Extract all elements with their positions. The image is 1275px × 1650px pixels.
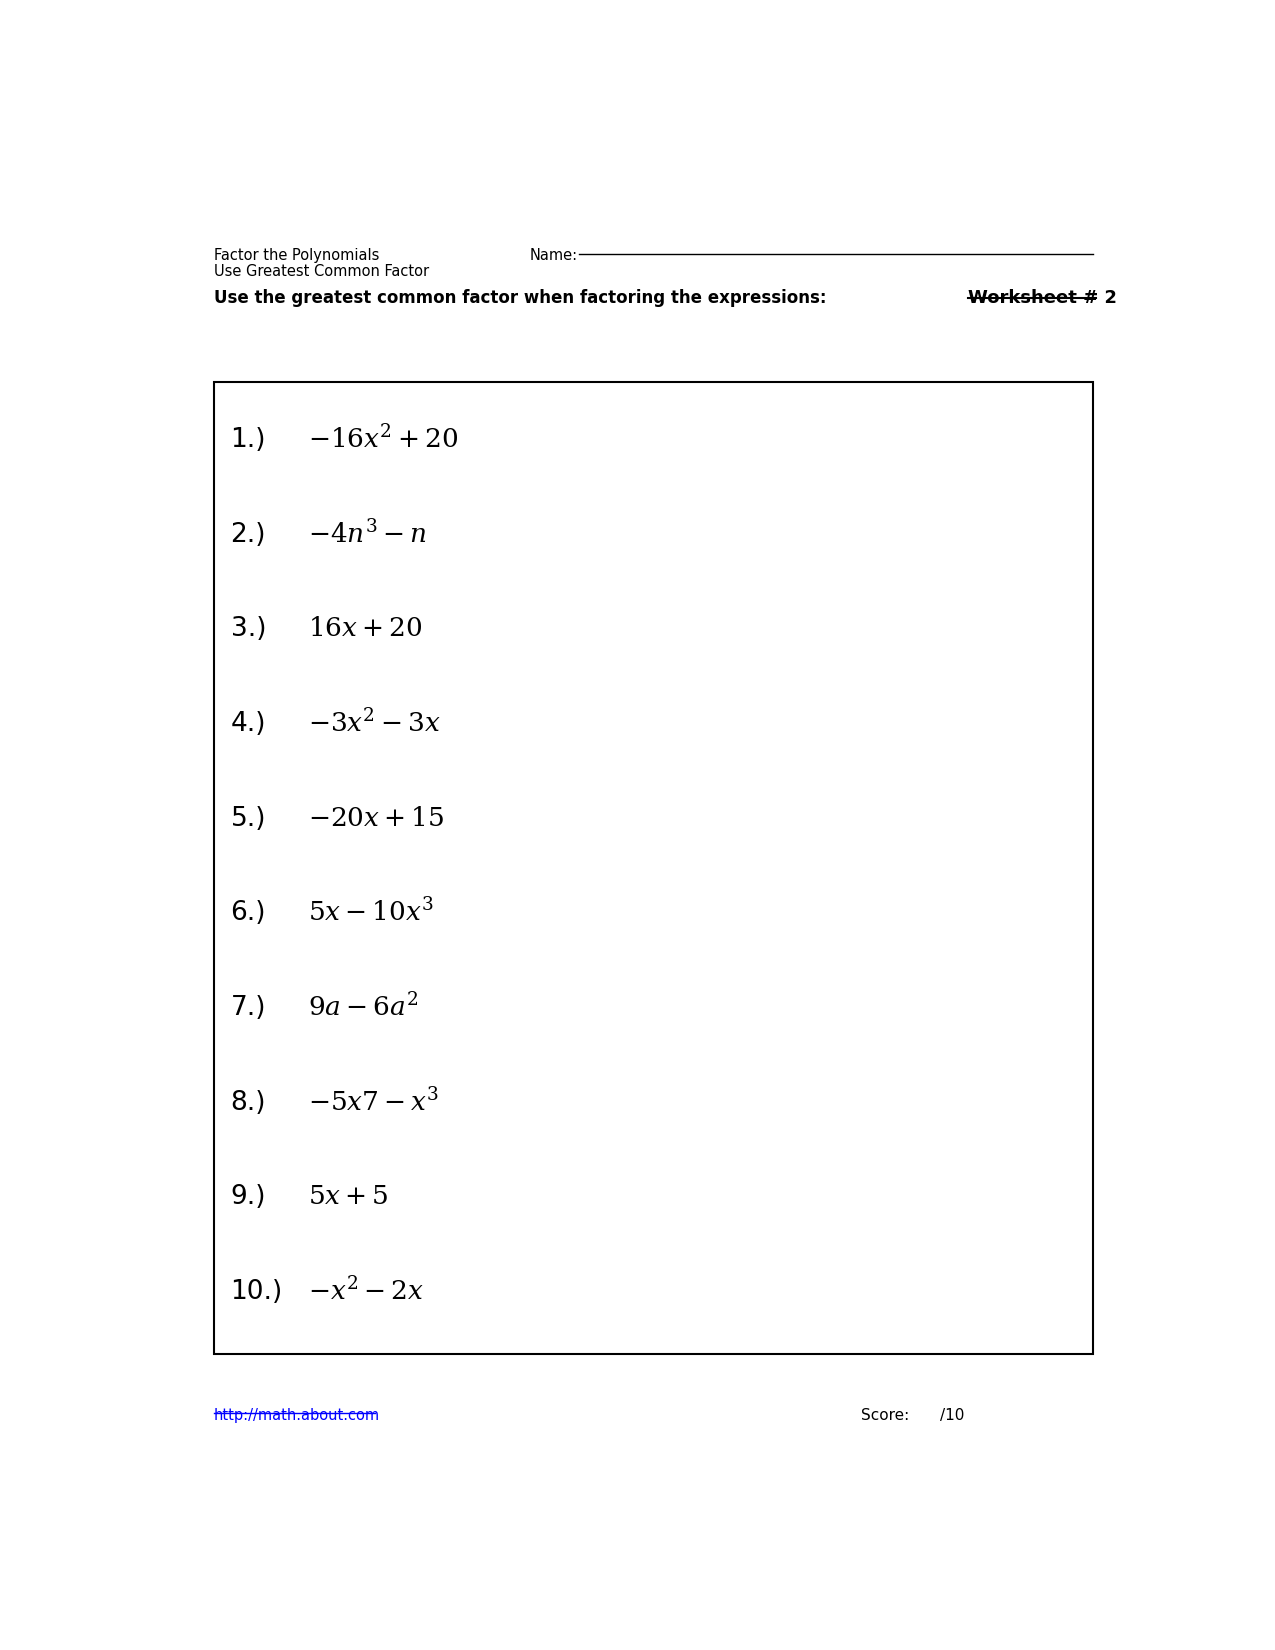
Text: Worksheet # 2: Worksheet # 2	[968, 289, 1117, 307]
Text: 6.): 6.)	[231, 901, 266, 926]
Text: Factor the Polynomials: Factor the Polynomials	[214, 248, 379, 262]
Text: Score:: Score:	[861, 1407, 909, 1422]
Text: 7.): 7.)	[231, 995, 266, 1021]
Text: $-x^2 - 2x$: $-x^2 - 2x$	[307, 1277, 423, 1307]
Text: $-4n^3 -n$: $-4n^3 -n$	[307, 520, 426, 549]
Text: 5.): 5.)	[231, 805, 266, 832]
Text: $-5x7 -x^3$: $-5x7 -x^3$	[307, 1089, 439, 1117]
Text: Name:: Name:	[530, 248, 578, 262]
Text: $5x+ 5$: $5x+ 5$	[307, 1185, 388, 1211]
Text: $9a - 6a^2$: $9a - 6a^2$	[307, 993, 418, 1023]
Text: 1.): 1.)	[231, 427, 266, 454]
Text: $-20x+ 15$: $-20x+ 15$	[307, 805, 444, 832]
Text: 10.): 10.)	[231, 1279, 283, 1305]
Text: 9.): 9.)	[231, 1185, 266, 1211]
Text: 4.): 4.)	[231, 711, 266, 738]
Text: 3.): 3.)	[231, 617, 266, 642]
Text: 8.): 8.)	[231, 1089, 266, 1115]
Text: $16x+ 20$: $16x+ 20$	[307, 617, 422, 642]
Text: Use the greatest common factor when factoring the expressions:: Use the greatest common factor when fact…	[214, 289, 826, 307]
Text: $-3x^2 - 3x$: $-3x^2 - 3x$	[307, 710, 440, 738]
Text: /10: /10	[940, 1407, 964, 1422]
Text: 2.): 2.)	[231, 521, 266, 548]
Text: $5x- 10x^3$: $5x- 10x^3$	[307, 899, 434, 927]
Text: http://math.about.com: http://math.about.com	[214, 1407, 380, 1422]
Text: Use Greatest Common Factor: Use Greatest Common Factor	[214, 264, 428, 279]
FancyBboxPatch shape	[214, 383, 1093, 1355]
Text: $-16x^2 + 20$: $-16x^2 + 20$	[307, 426, 458, 454]
